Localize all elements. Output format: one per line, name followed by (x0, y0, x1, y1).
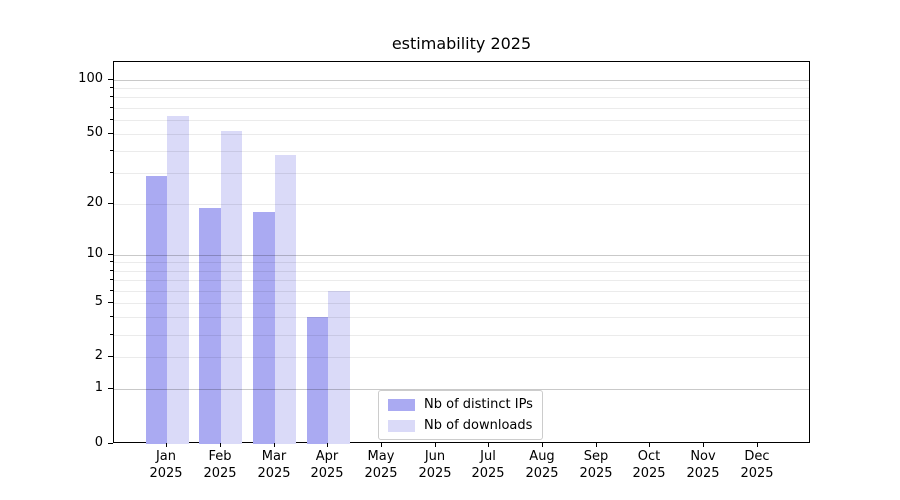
major-gridline-100 (114, 80, 809, 81)
y-tick-mark-20 (108, 203, 113, 204)
x-tick-label-aug: Aug 2025 (525, 449, 559, 481)
y-minor-tick-mark-9 (110, 261, 113, 262)
bar-apr-distinct-ips (306, 317, 329, 444)
y-tick-label-1: 1 (94, 380, 103, 395)
y-minor-tick-mark-4 (110, 316, 113, 317)
x-tick-label-dec: Dec 2025 (740, 449, 774, 481)
x-tick-mark-feb (220, 443, 221, 447)
y-tick-mark-5 (108, 302, 113, 303)
y-minor-tick-mark-40 (110, 150, 113, 151)
bar-jan-downloads (167, 116, 189, 444)
minor-gridline-50 (114, 134, 809, 135)
y-minor-tick-mark-70 (110, 107, 113, 108)
minor-gridline-20 (114, 204, 809, 205)
legend-swatch-downloads (388, 419, 415, 432)
y-tick-label-0: 0 (94, 435, 103, 450)
y-minor-tick-mark-6 (110, 290, 113, 291)
minor-gridline-60 (114, 120, 809, 121)
minor-gridline-40 (114, 151, 809, 152)
x-tick-mark-oct (649, 443, 650, 447)
y-tick-label-50: 50 (86, 125, 103, 140)
y-minor-tick-mark-3 (110, 334, 113, 335)
y-tick-mark-100 (108, 79, 113, 80)
x-tick-label-mar: Mar 2025 (257, 449, 291, 481)
y-minor-tick-mark-8 (110, 270, 113, 271)
x-tick-mark-jul (488, 443, 489, 447)
x-tick-mark-may (381, 443, 382, 447)
x-tick-mark-aug (542, 443, 543, 447)
x-tick-mark-dec (757, 443, 758, 447)
bar-jan-distinct-ips (145, 175, 168, 444)
y-minor-tick-mark-60 (110, 119, 113, 120)
y-tick-mark-10 (108, 254, 113, 255)
x-tick-label-sep: Sep 2025 (579, 449, 613, 481)
x-tick-mark-nov (703, 443, 704, 447)
x-tick-label-may: May 2025 (364, 449, 398, 481)
bar-feb-distinct-ips (199, 207, 221, 444)
x-tick-mark-jan (166, 443, 167, 447)
bar-mar-distinct-ips (253, 211, 275, 444)
y-tick-label-20: 20 (86, 195, 103, 210)
y-tick-label-100: 100 (78, 71, 103, 86)
bar-apr-downloads (328, 290, 350, 444)
bar-feb-downloads (220, 130, 243, 444)
x-tick-label-jun: Jun 2025 (418, 449, 452, 481)
x-tick-label-feb: Feb 2025 (203, 449, 237, 481)
minor-gridline-90 (114, 88, 809, 89)
y-minor-tick-mark-7 (110, 279, 113, 280)
x-tick-label-jan: Jan 2025 (149, 449, 183, 481)
x-tick-mark-mar (274, 443, 275, 447)
bar-mar-downloads (274, 155, 297, 444)
y-tick-mark-2 (108, 356, 113, 357)
plot-area (113, 61, 810, 444)
legend-swatch-distinct-ips (388, 398, 415, 411)
minor-gridline-30 (114, 173, 809, 174)
legend-item-downloads: Nb of downloads (388, 417, 533, 434)
y-minor-tick-mark-80 (110, 96, 113, 97)
y-minor-tick-mark-30 (110, 172, 113, 173)
y-minor-tick-mark-90 (110, 87, 113, 88)
x-tick-mark-sep (596, 443, 597, 447)
x-tick-label-nov: Nov 2025 (686, 449, 720, 481)
chart-title: estimability 2025 (391, 34, 532, 53)
y-tick-mark-1 (108, 388, 113, 389)
x-tick-label-jul: Jul 2025 (471, 449, 505, 481)
y-tick-label-2: 2 (94, 348, 103, 363)
legend-label-distinct-ips: Nb of distinct IPs (424, 397, 533, 412)
legend-label-downloads: Nb of downloads (424, 418, 533, 433)
x-tick-mark-jun (435, 443, 436, 447)
x-tick-label-oct: Oct 2025 (632, 449, 666, 481)
minor-gridline-80 (114, 97, 809, 98)
legend-item-distinct-ips: Nb of distinct IPs (388, 396, 533, 413)
x-tick-label-apr: Apr 2025 (310, 449, 344, 481)
legend: Nb of distinct IPs Nb of downloads (378, 390, 543, 440)
y-tick-mark-0 (108, 443, 113, 444)
y-tick-label-5: 5 (94, 294, 103, 309)
y-tick-label-10: 10 (86, 246, 103, 261)
x-tick-mark-apr (327, 443, 328, 447)
minor-gridline-70 (114, 108, 809, 109)
y-tick-mark-50 (108, 133, 113, 134)
